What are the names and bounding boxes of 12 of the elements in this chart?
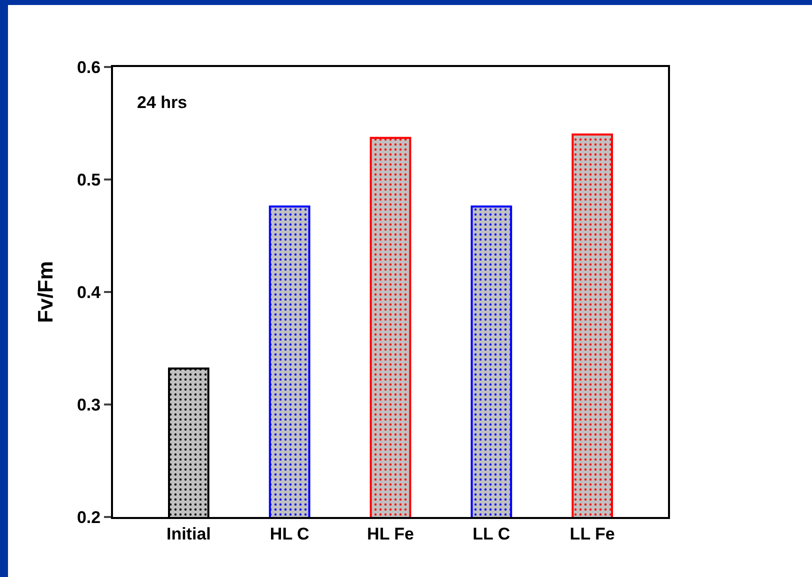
x-tick-label: LL Fe (570, 524, 615, 544)
annotation: 24 hrs (137, 93, 188, 112)
y-tick-label: 0.2 (76, 508, 101, 527)
y-tick-label: 0.6 (76, 58, 101, 77)
y-tick-label: 0.4 (76, 282, 102, 302)
x-tick-label: HL C (270, 524, 310, 544)
x-tick-label: Initial (166, 524, 211, 544)
y-tick-label: 0.5 (76, 170, 101, 190)
x-tick-label: LL C (472, 524, 510, 544)
x-tick-label: HL Fe (367, 524, 414, 544)
y-tick-label: 0.3 (76, 395, 101, 414)
y-axis-title: Fv/Fm (34, 261, 58, 323)
